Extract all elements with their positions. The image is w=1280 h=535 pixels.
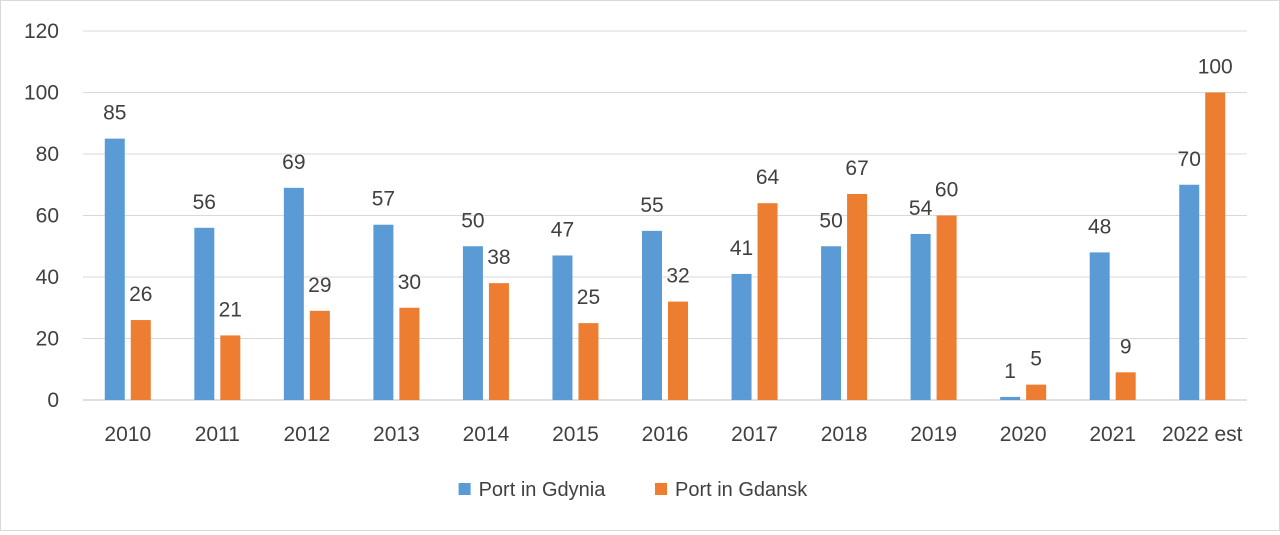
y-tick-label: 60: [36, 205, 59, 228]
bar-gdynia-2014: [462, 246, 483, 400]
data-label: 1: [1004, 360, 1016, 383]
legend-label-gdansk: Port in Gdansk: [675, 479, 808, 501]
x-tick-label: 2016: [642, 423, 689, 446]
legend-swatch-gdynia: [458, 483, 471, 495]
bar-gdansk-2017: [757, 203, 778, 400]
y-tick-label: 20: [36, 328, 59, 351]
data-label: 25: [577, 286, 600, 309]
x-tick-label: 2019: [910, 423, 957, 446]
data-labels: 8526562169295730503847255532416450675460…: [103, 56, 1233, 383]
y-tick-label: 100: [24, 82, 59, 105]
x-tick-label: 2014: [463, 423, 510, 446]
bar-gdansk-2016: [668, 301, 688, 400]
y-tick-label: 80: [36, 143, 59, 166]
data-label: 60: [935, 179, 958, 202]
y-tick-label: 120: [24, 20, 59, 43]
bar-gdansk-2018: [847, 193, 868, 400]
legend: Port in Gdynia Port in Gdansk: [458, 479, 808, 501]
x-tick-label: 2010: [104, 423, 151, 446]
y-axis-ticks: 0 20 40 60 80 100 120: [24, 20, 59, 412]
data-label: 64: [756, 166, 780, 189]
x-tick-label: 2018: [821, 423, 868, 446]
bar-gdansk-2013: [399, 307, 420, 400]
data-label: 30: [398, 271, 421, 294]
bar-gdynia-2018: [821, 246, 842, 400]
data-label: 50: [461, 209, 484, 232]
y-tick-label: 0: [47, 389, 59, 412]
bar-gdansk-2010: [130, 320, 151, 400]
x-tick-label: 2013: [373, 423, 420, 446]
data-label: 5: [1030, 348, 1042, 371]
data-label: 67: [845, 157, 868, 180]
bar-gdynia-2019: [910, 233, 931, 400]
bar-gdynia-2013: [373, 224, 394, 400]
data-label: 55: [640, 194, 663, 217]
legend-swatch-gdansk: [655, 483, 667, 495]
bar-gdynia-2012: [283, 187, 304, 400]
x-tick-label: 2015: [552, 423, 599, 446]
x-tick-label: 2017: [731, 423, 778, 446]
x-tick-label: 2022 est: [1162, 423, 1243, 446]
data-label: 57: [372, 188, 395, 211]
data-label: 32: [666, 265, 689, 288]
bar-gdynia-2022-est: [1179, 184, 1200, 400]
data-label: 9: [1120, 335, 1132, 358]
data-label: 21: [219, 298, 242, 321]
bar-gdynia-2020: [1000, 396, 1021, 400]
x-tick-label: 2012: [283, 423, 330, 446]
data-label: 100: [1198, 56, 1233, 79]
y-tick-label: 40: [36, 266, 59, 289]
gridlines: [83, 30, 1247, 401]
data-label: 54: [909, 197, 933, 220]
bar-gdynia-2021: [1089, 252, 1110, 400]
bar-gdansk-2020: [1026, 384, 1047, 400]
data-label: 47: [551, 218, 574, 241]
data-label: 70: [1178, 148, 1201, 171]
bar-gdansk-2015: [578, 323, 599, 400]
bar-gdynia-2017: [731, 273, 752, 400]
bar-gdynia-2010: [104, 138, 125, 400]
bar-gdynia-2015: [552, 255, 573, 400]
data-label: 48: [1088, 215, 1111, 238]
bar-gdansk-2011: [220, 335, 241, 400]
bar-gdansk-2019: [936, 215, 957, 400]
bar-gdynia-2011: [194, 227, 215, 400]
bar-gdansk-2012: [309, 310, 330, 400]
x-tick-label: 2011: [195, 423, 240, 446]
bar-gdansk-2014: [488, 283, 509, 400]
data-label: 85: [103, 102, 126, 125]
data-label: 26: [129, 283, 152, 306]
data-label: 69: [282, 151, 305, 174]
bars: [104, 92, 1226, 400]
data-label: 38: [487, 246, 510, 269]
bar-gdansk-2021: [1115, 372, 1136, 400]
x-tick-label: 2020: [1000, 423, 1047, 446]
data-label: 29: [308, 274, 331, 297]
data-label: 56: [193, 191, 216, 214]
bar-gdynia-2016: [642, 230, 662, 400]
x-tick-label: 2021: [1089, 423, 1136, 446]
legend-label-gdynia: Port in Gdynia: [479, 479, 607, 501]
bar-gdansk-2022-est: [1205, 92, 1226, 400]
data-label: 50: [819, 209, 842, 232]
data-label: 41: [730, 237, 753, 260]
x-axis-ticks: 2010 2011 2012 2013 2014 2015 2016 2017 2018 2019…: [104, 423, 1242, 446]
